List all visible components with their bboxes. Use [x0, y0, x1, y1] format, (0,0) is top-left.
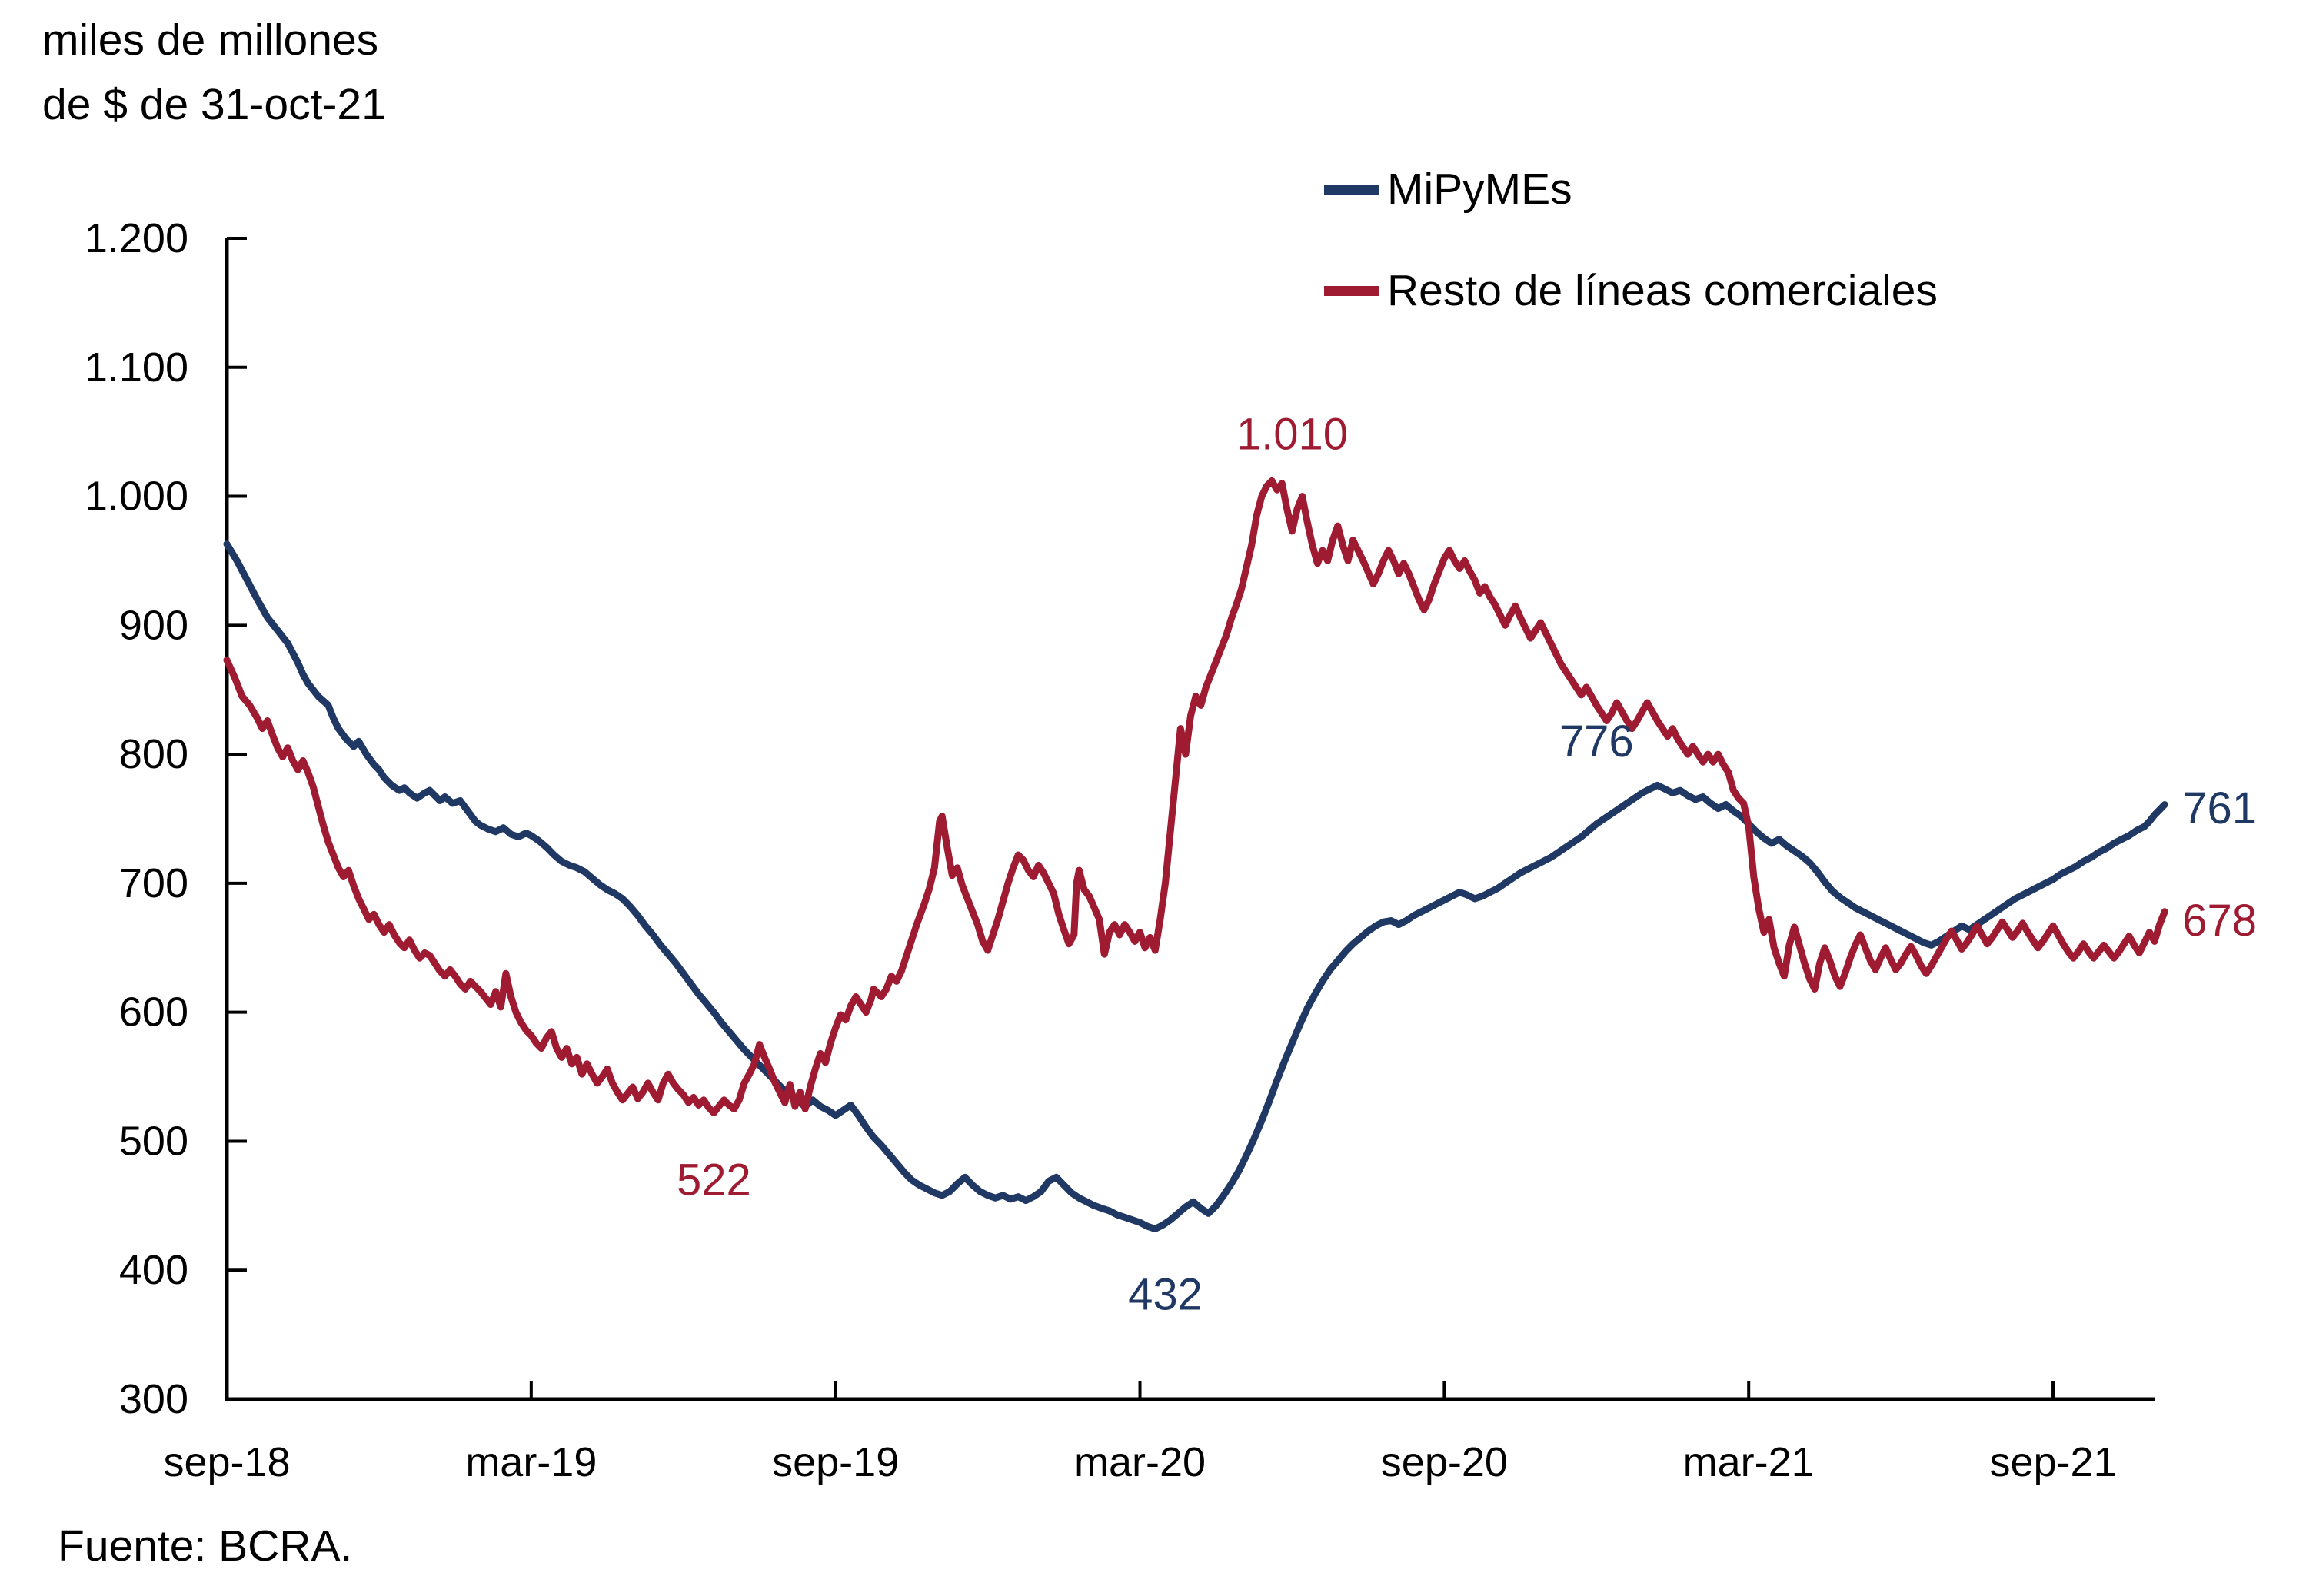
chart-title-line2: de $ de 31-oct-21: [42, 80, 386, 129]
x-tick-label: sep-18: [163, 1439, 290, 1485]
y-tick-label: 600: [119, 989, 188, 1036]
annotation-1010: 1.010: [1236, 410, 1348, 460]
y-tick-label: 700: [119, 860, 188, 906]
y-tick-label: 1.100: [85, 344, 188, 391]
annotation-522: 522: [677, 1155, 751, 1205]
chart-title-line1: miles de millones: [42, 15, 379, 65]
legend-item-resto: Resto de líneas comerciales: [1324, 260, 1938, 321]
mipymes-line-swatch-icon: [1324, 184, 1379, 195]
y-tick-label: 500: [119, 1118, 188, 1164]
series-line-resto: [223, 477, 2168, 1116]
y-tick-label: 1.200: [85, 215, 188, 261]
y-tick-label: 900: [119, 602, 188, 648]
x-tick-label: sep-19: [772, 1439, 899, 1485]
series-line-mipymes: [223, 540, 2168, 1232]
legend-label-mipymes: MiPyMEs: [1387, 165, 1572, 214]
x-tick-label: mar-21: [1683, 1439, 1815, 1485]
y-tick-label: 400: [119, 1247, 188, 1293]
y-tick-label: 1.000: [85, 474, 188, 520]
x-tick-label: sep-20: [1381, 1439, 1508, 1485]
annotation-678: 678: [2182, 896, 2257, 946]
chart-title: miles de millones de $ de 31-oct-21: [42, 8, 386, 137]
x-tick-label: sep-21: [1989, 1439, 2116, 1485]
legend-item-mipymes: MiPyMEs: [1324, 158, 1938, 220]
annotation-432: 432: [1128, 1270, 1203, 1320]
x-tick-label: mar-20: [1074, 1439, 1206, 1485]
legend: MiPyMEs Resto de líneas comerciales: [1324, 158, 1938, 361]
legend-label-resto: Resto de líneas comerciales: [1387, 266, 1938, 315]
x-tick-label: mar-19: [465, 1439, 597, 1485]
y-tick-label: 800: [119, 731, 188, 777]
annotation-776: 776: [1559, 717, 1634, 766]
source-note: Fuente: BCRA.: [58, 1521, 353, 1571]
resto-line-swatch-icon: [1324, 285, 1379, 296]
y-tick-label: 300: [119, 1376, 188, 1422]
annotation-761: 761: [2182, 783, 2257, 833]
